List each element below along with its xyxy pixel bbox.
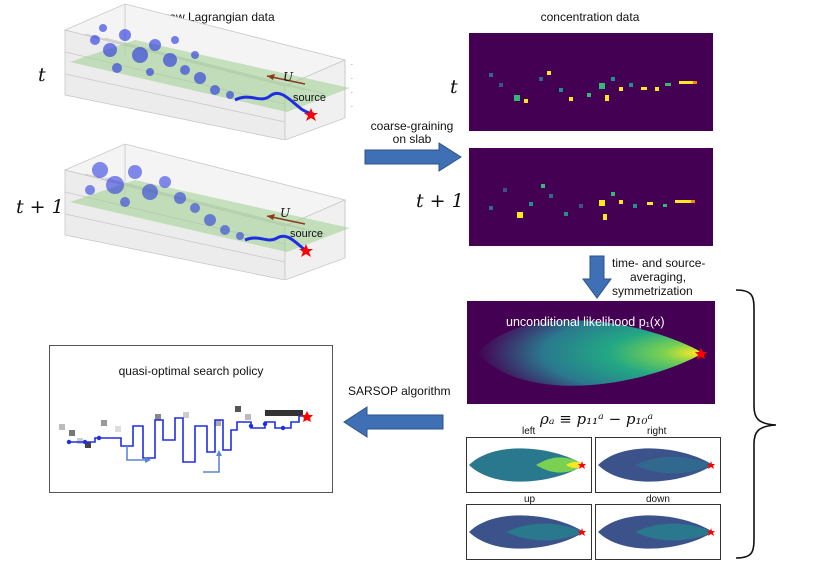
arrow1-caption: coarse-graining on slab [368, 120, 456, 146]
arrow3-caption: SARSOP algorithm [348, 384, 451, 398]
rho-plume-core [506, 523, 584, 541]
rho-plume-core [635, 456, 713, 474]
arrow2-caption-line1: time- and source- [612, 256, 706, 270]
arrow-coarse-graining [364, 142, 462, 172]
source-star-icon [695, 348, 707, 359]
left-arrow-icon [343, 406, 444, 438]
svg-text:-: - [351, 76, 353, 82]
svg-text:-: - [351, 90, 353, 96]
search-path [69, 415, 307, 463]
axis-ticks: - - - - [351, 62, 353, 110]
source-star-icon [707, 528, 715, 536]
brace-path [735, 289, 777, 559]
arrow-averaging [582, 255, 612, 299]
motion-arrowhead-up [216, 450, 222, 456]
source-star-icon [578, 461, 586, 469]
svg-text:-: - [351, 62, 353, 68]
policy-panel [49, 345, 333, 493]
motion-arrowhead-right [145, 457, 151, 463]
rho-plume-core [536, 457, 584, 473]
raw-3d-plot-t: - - - - [63, 3, 353, 140]
time-label-t1-left: t + 1 [16, 196, 64, 218]
concentration-title: concentration data [540, 10, 640, 24]
arrow2-caption-line2: averaging, [630, 270, 687, 284]
plume-trail [244, 234, 306, 252]
panel-down [595, 504, 721, 560]
wind-label-t: U [283, 70, 294, 84]
rho-plume [469, 448, 584, 482]
right-brace [735, 289, 777, 559]
policy-trajectory [59, 406, 313, 473]
path-waypoints [66, 421, 286, 445]
arrow2-caption: time- and source- averaging, symmetrizat… [612, 256, 705, 298]
panel-right [595, 437, 721, 493]
wind-arrowhead [267, 214, 275, 220]
dir-label-right: right [647, 426, 667, 437]
source-star-icon [299, 244, 313, 257]
dir-label-up: up [524, 494, 536, 505]
panel-up [466, 504, 592, 560]
source-star-icon [304, 108, 318, 121]
likelihood-label: unconditional likelihood p₁(x) [506, 315, 665, 329]
wind-label-t1: U [280, 206, 291, 220]
dir-label-down: down [646, 494, 670, 505]
down-arrow-icon [582, 255, 612, 299]
rho-formula: ρₐ ≡ p₁₁ᵃ − p₁₀ᵃ [540, 410, 654, 428]
source-label-t: source [293, 92, 327, 104]
plume-particles [90, 24, 234, 99]
concentration-map-t [469, 33, 713, 131]
arrow1-caption-line2: on slab [392, 132, 432, 146]
policy-title: quasi-optimal search policy [118, 364, 264, 378]
source-label-t1: source [290, 228, 324, 240]
heatmap-cells [489, 184, 695, 220]
panel-left [466, 437, 592, 493]
source-star-icon [707, 461, 715, 469]
raw-3d-plot-t1 [63, 143, 350, 280]
heatmap-background [469, 148, 713, 246]
arrow1-caption-line1: coarse-graining [370, 119, 454, 133]
source-star-icon [578, 528, 586, 536]
arrow2-caption-line3: symmetrization [612, 284, 693, 298]
svg-text:-: - [351, 104, 353, 110]
likelihood-plume [477, 320, 703, 386]
raw-lagrangian-title: raw Lagrangian data [165, 10, 275, 24]
right-arrow-icon [364, 142, 462, 172]
time-label-t-right: t [450, 76, 458, 98]
heatmap-background [469, 33, 713, 131]
likelihood-map [467, 301, 715, 404]
heatmap-cells [489, 71, 697, 103]
observation-cells [59, 406, 303, 448]
wind-arrowhead [267, 74, 275, 80]
concentration-map-t1 [469, 148, 713, 246]
time-label-t-left: t [38, 64, 46, 86]
motion-arrows [126, 446, 220, 473]
time-label-t1-right: t + 1 [416, 190, 464, 212]
arrow-sarsop [343, 406, 444, 438]
plume-particles [85, 162, 244, 240]
rho-plume-core [635, 523, 713, 541]
dir-label-left: left [522, 426, 536, 437]
source-star-icon [301, 411, 313, 422]
